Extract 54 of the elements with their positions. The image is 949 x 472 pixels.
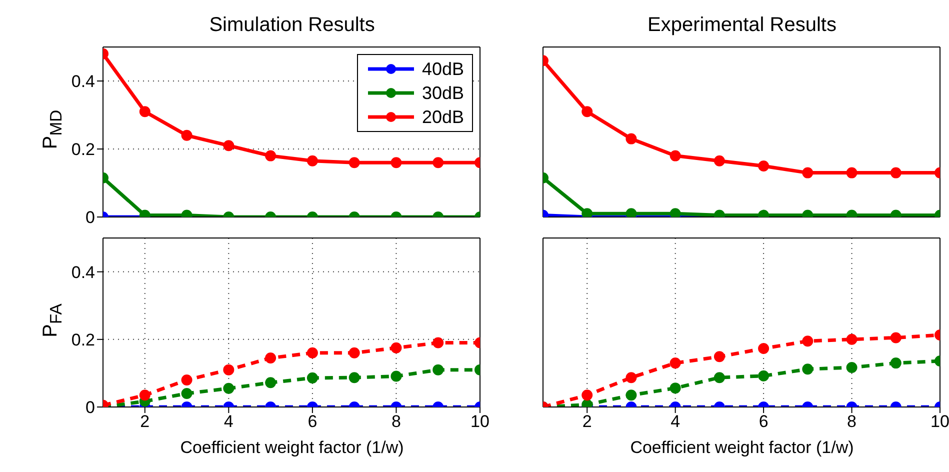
point — [582, 106, 593, 118]
x-tick-label: 2 — [140, 412, 150, 432]
x-tick-label: 2 — [582, 412, 592, 432]
point — [846, 362, 858, 373]
x-tick-label: 4 — [670, 412, 680, 432]
point — [265, 150, 276, 162]
x-axis-title: Coefficient weight factor (1/w) — [629, 438, 855, 458]
point — [714, 155, 725, 166]
y-tick-label: 0.2 — [71, 140, 95, 160]
x-tick-label: 8 — [391, 412, 401, 432]
point — [758, 370, 770, 382]
point — [582, 208, 593, 217]
point — [670, 150, 681, 162]
y-tick-label: 0 — [86, 398, 95, 418]
point — [714, 351, 725, 362]
x-tick-label: 6 — [308, 412, 318, 432]
y-tick-label: 0.4 — [71, 262, 95, 282]
legend-label: 40dB — [422, 58, 464, 80]
legend-label: 30dB — [422, 82, 464, 104]
legend-label: 20dB — [422, 106, 464, 128]
point — [846, 334, 858, 345]
x-axis-title: Coefficient weight factor (1/w) — [179, 438, 405, 458]
x-tick-label: 10 — [470, 412, 490, 432]
chart-title: Simulation Results — [208, 14, 376, 37]
point — [348, 157, 360, 168]
y-tick-label: 0.2 — [71, 330, 95, 350]
x-tick-label: 8 — [847, 412, 857, 432]
point — [890, 332, 902, 344]
point — [626, 133, 637, 144]
chart-title: Experimental Results — [646, 14, 838, 37]
point — [306, 155, 318, 166]
x-tick-label: 6 — [758, 412, 768, 432]
point — [890, 358, 902, 369]
point — [390, 157, 402, 168]
point — [802, 167, 814, 178]
y-tick-label: 0.4 — [71, 72, 95, 92]
point — [432, 157, 444, 168]
point — [758, 160, 770, 172]
x-tick-label: 4 — [224, 412, 234, 432]
point — [626, 208, 637, 217]
x-tick-label: 10 — [930, 412, 949, 432]
point — [181, 130, 192, 141]
y-tick-label: 0 — [86, 208, 95, 228]
point — [670, 208, 681, 217]
point — [890, 167, 902, 178]
point — [758, 343, 770, 354]
point — [846, 167, 858, 178]
point — [223, 140, 234, 152]
point — [139, 106, 150, 118]
point — [802, 336, 814, 347]
point — [714, 372, 725, 384]
point — [670, 358, 681, 369]
point — [802, 364, 814, 375]
point — [626, 372, 637, 384]
